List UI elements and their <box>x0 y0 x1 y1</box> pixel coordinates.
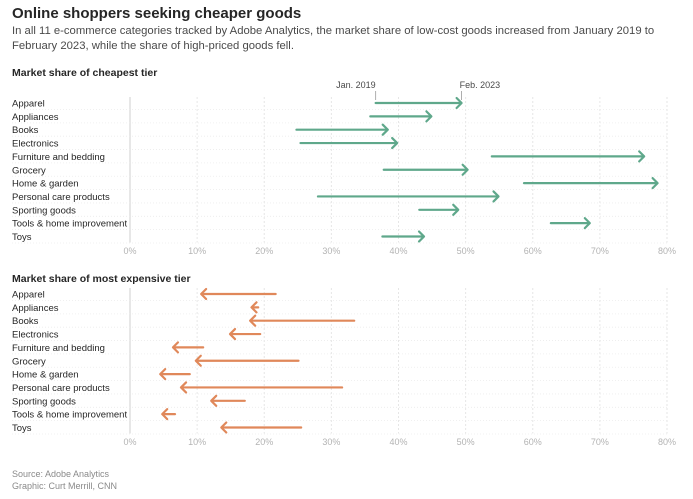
arrow-head <box>425 110 433 123</box>
arrow-head <box>194 354 202 367</box>
arrow-head <box>492 190 500 203</box>
arrow-head <box>249 314 257 327</box>
chart-title: Online shoppers seeking cheaper goods <box>12 5 302 22</box>
x-tick-label: 20% <box>255 437 273 447</box>
x-tick-label: 10% <box>188 246 206 256</box>
category-label: Books <box>12 316 39 327</box>
category-label: Apparel <box>12 99 45 110</box>
arrow-head <box>210 394 218 407</box>
arrow-head <box>391 136 399 150</box>
arrow-head <box>583 217 591 230</box>
end-marker-label: Feb. 2023 <box>460 80 501 90</box>
x-tick-label: 60% <box>524 437 542 447</box>
arrow-head <box>651 177 659 190</box>
category-label: Appliances <box>12 112 59 123</box>
category-label: Personal care products <box>12 192 110 203</box>
category-label: Toys <box>12 232 32 243</box>
arrow-head <box>638 150 646 163</box>
x-tick-label: 70% <box>591 246 609 256</box>
category-label: Sporting goods <box>12 396 76 407</box>
category-label: Grocery <box>12 356 46 367</box>
panel-title: Market share of cheapest tier <box>12 67 157 79</box>
arrow-head <box>159 368 167 381</box>
arrow-head <box>417 230 426 243</box>
arrow-head <box>171 341 180 354</box>
category-label: Apparel <box>12 290 45 301</box>
category-label: Furniture and bedding <box>12 343 105 354</box>
category-label: Sporting goods <box>12 205 76 216</box>
x-tick-label: 50% <box>457 246 475 256</box>
category-label: Electronics <box>12 330 59 341</box>
source-note: Source: Adobe Analytics <box>12 469 110 479</box>
x-tick-label: 40% <box>389 437 407 447</box>
arrow-head <box>200 287 208 301</box>
x-tick-label: 30% <box>322 437 340 447</box>
chart-subtitle: In all 11 e-commerce categories tracked … <box>12 25 655 52</box>
arrow-head <box>461 163 469 176</box>
category-label: Home & garden <box>12 179 79 190</box>
x-tick-label: 80% <box>658 246 676 256</box>
arrow-head <box>455 96 463 110</box>
category-label: Home & garden <box>12 370 79 381</box>
x-tick-label: 60% <box>524 246 542 256</box>
x-tick-label: 20% <box>255 246 273 256</box>
arrow-head <box>452 203 460 216</box>
start-marker-label: Jan. 2019 <box>336 80 376 90</box>
category-label: Grocery <box>12 165 46 176</box>
category-label: Tools & home improvement <box>12 219 127 230</box>
arrow-head <box>228 327 237 341</box>
arrow-head <box>381 123 389 136</box>
x-tick-label: 10% <box>188 437 206 447</box>
x-tick-label: 50% <box>457 437 475 447</box>
x-tick-label: 30% <box>322 246 340 256</box>
credit-note: Graphic: Curt Merrill, CNN <box>12 481 118 491</box>
category-label: Books <box>12 125 39 136</box>
x-tick-label: 0% <box>123 246 136 256</box>
x-tick-label: 70% <box>591 437 609 447</box>
category-label: Electronics <box>12 139 59 150</box>
panel-title: Market share of most expensive tier <box>12 273 191 285</box>
arrow-head <box>161 408 169 421</box>
category-label: Tools & home improvement <box>12 410 127 421</box>
arrow-head <box>220 421 228 434</box>
arrow-head <box>179 381 188 394</box>
category-label: Appliances <box>12 303 59 314</box>
x-tick-label: 0% <box>123 437 136 447</box>
x-tick-label: 40% <box>389 246 407 256</box>
arrow-head <box>250 301 258 314</box>
category-label: Toys <box>12 423 32 434</box>
category-label: Personal care products <box>12 383 110 394</box>
x-tick-label: 80% <box>658 437 676 447</box>
category-label: Furniture and bedding <box>12 152 105 163</box>
